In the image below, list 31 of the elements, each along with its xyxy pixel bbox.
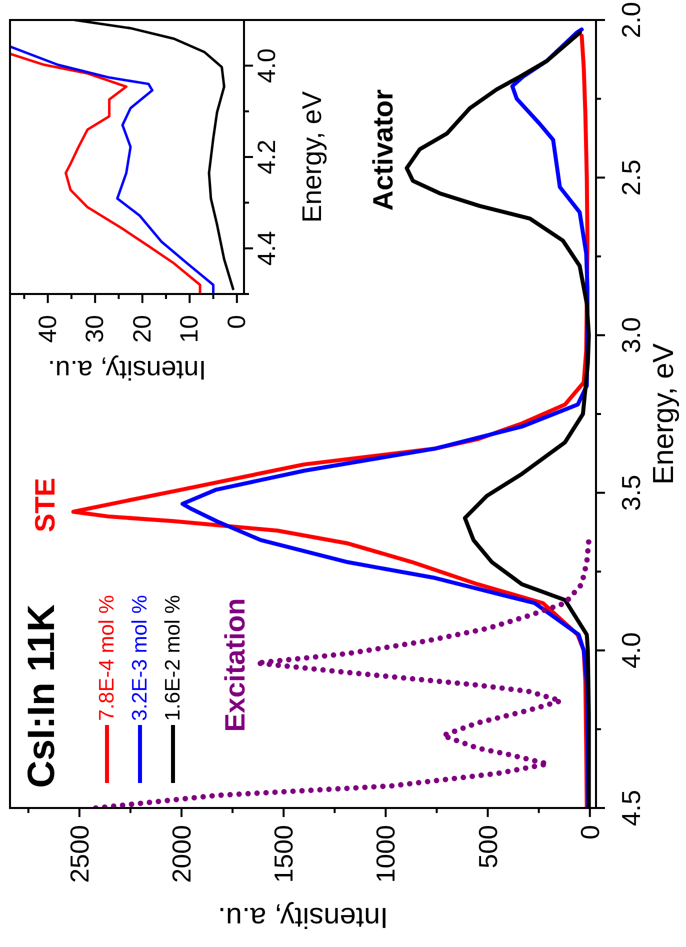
x-tick-label: 10: [176, 315, 204, 343]
x-axis-title: Intensity, a.u.: [48, 355, 206, 385]
x-tick-label: 0: [574, 825, 605, 840]
x-tick-label: 1500: [268, 825, 299, 883]
text: 7.8E-4 mol %: [96, 594, 118, 721]
y-tick-label: 2.5: [616, 160, 646, 196]
x-tick-label: 20: [128, 315, 156, 343]
x-tick-label: 40: [34, 315, 62, 343]
x-tick-label: 2500: [64, 825, 94, 883]
x-axis-title: Intensity, a.u.: [218, 901, 388, 933]
y-tick-label: 4.4: [253, 230, 281, 266]
y-tick-label: 3.5: [616, 474, 646, 511]
annotation: STE: [30, 478, 60, 532]
text: 1.6E-2 mol %: [162, 594, 184, 721]
text: CsI:In 11K: [21, 604, 63, 788]
x-tick-label: 30: [81, 315, 110, 343]
y-axis-title: Energy, eV: [297, 91, 327, 223]
x-tick-label: 2000: [166, 825, 197, 883]
y-axis-title: Energy, eV: [648, 342, 680, 485]
x-tick-label: 500: [472, 825, 503, 868]
y-tick-label: 4.2: [253, 140, 281, 174]
y-tick-label: 2.0: [616, 2, 646, 38]
y-tick-label: 4.5: [616, 790, 646, 826]
x-tick-label: 0: [222, 315, 251, 329]
text: 3.2E-3 mol %: [128, 594, 152, 721]
y-tick-label: 3.0: [616, 317, 646, 354]
y-tick-label: 4.0: [616, 632, 646, 668]
x-tick-label: 1000: [370, 825, 401, 883]
annotation: Activator: [368, 89, 398, 211]
annotation: Excitation: [220, 598, 250, 732]
y-tick-label: 4.0: [253, 48, 281, 84]
